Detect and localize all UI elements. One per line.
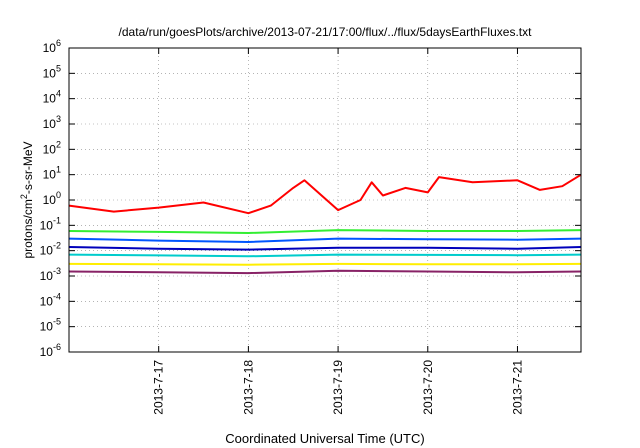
- x-tick-label: 2013-7-21: [510, 360, 524, 415]
- y-tick-label: 106: [43, 38, 61, 55]
- y-tick-label: 105: [43, 63, 61, 80]
- x-tick-label: 2013-7-17: [152, 360, 166, 415]
- series-layer: [68, 173, 582, 275]
- y-tick-label: 102: [43, 139, 61, 156]
- y-tick-label: 10-2: [40, 241, 61, 258]
- y-axis-label: protons/cm2-s-sr-MeV: [19, 141, 35, 258]
- y-tick-label: 10-5: [40, 317, 61, 334]
- y-tick-label: 10-4: [40, 291, 61, 308]
- y-axis-label-prefix: protons/cm: [21, 199, 35, 258]
- y-tick-label: 101: [43, 165, 61, 182]
- series-line-3: [68, 237, 582, 243]
- y-axis: 106 105 104 103 102 101 100 10-1 10-2 10-3 10-4 10-…: [40, 38, 581, 359]
- x-tick-label: 2013-7-20: [421, 360, 435, 415]
- series-line-2: [68, 229, 582, 234]
- y-tick-label: 10-1: [40, 215, 61, 232]
- x-axis-label: Coordinated Universal Time (UTC): [225, 431, 424, 446]
- y-tick-label: 100: [43, 190, 61, 207]
- y-axis-label-suffix: -s-sr-MeV: [21, 141, 35, 194]
- grid: [69, 48, 581, 352]
- series-line-4: [68, 246, 582, 251]
- series-line-5: [68, 253, 582, 258]
- x-tick-label: 2013-7-18: [241, 360, 255, 415]
- series-line-6: [68, 262, 582, 266]
- series-line-7: [68, 269, 582, 275]
- x-axis: 2013-7-17 2013-7-18 2013-7-19 2013-7-20 2013…: [152, 48, 524, 415]
- chart-title: /data/run/goesPlots/archive/2013-07-21/1…: [119, 25, 533, 39]
- y-tick-label: 10-3: [40, 266, 61, 283]
- x-tick-label: 2013-7-19: [331, 360, 345, 415]
- y-tick-label: 104: [43, 89, 61, 106]
- y-tick-label: 103: [43, 114, 61, 131]
- y-axis-label-sup: 2: [19, 194, 29, 199]
- y-tick-label: 10-6: [40, 342, 61, 359]
- series-line-1: [68, 173, 582, 215]
